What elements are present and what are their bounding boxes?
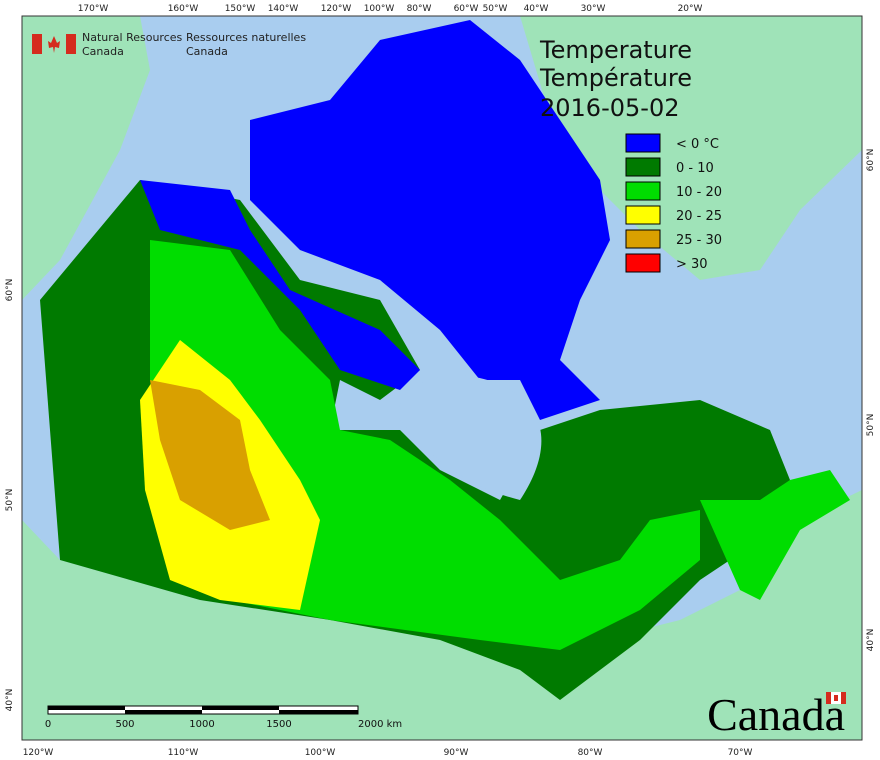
graticule-label: 70°W: [728, 748, 753, 758]
scale-label: 2000 km: [358, 719, 402, 730]
legend-label: 0 - 10: [676, 161, 714, 176]
agency-en: Natural Resources: [82, 31, 183, 44]
scale-bar: [47, 705, 359, 715]
legend-swatch: [625, 253, 661, 273]
flag-bar: [32, 34, 42, 54]
graticule-label: 110°W: [168, 748, 199, 758]
title-fr: Température: [539, 64, 692, 92]
graticule-label: 60°N: [5, 279, 15, 302]
legend-swatch: [625, 181, 661, 201]
maple-leaf: [48, 36, 60, 53]
title-en: Temperature: [539, 36, 692, 64]
graticule-label: 50°W: [483, 4, 508, 14]
agency-fr: Ressources naturelles: [186, 31, 306, 44]
hudson-bay: [399, 375, 542, 500]
graticule-label: 50°N: [866, 414, 876, 437]
greenland: [520, 16, 862, 280]
scale-label: 1000: [189, 719, 214, 730]
graticule-label: 100°W: [305, 748, 336, 758]
graticule-label: 90°W: [444, 748, 469, 758]
agency-fr: Canada: [186, 45, 228, 58]
graticule-label: 100°W: [364, 4, 395, 14]
graticule-label: 40°W: [524, 4, 549, 14]
legend-label: > 30: [676, 257, 708, 272]
legend-label: 20 - 25: [676, 209, 722, 224]
graticule-label: 140°W: [268, 4, 299, 14]
scale-seg: [48, 706, 125, 710]
atlantic-mild: [700, 470, 850, 600]
map-body: [22, 16, 862, 740]
scale-seg: [125, 710, 202, 714]
graticule-label: 150°W: [225, 4, 256, 14]
graticule-label: 80°W: [407, 4, 432, 14]
legend-swatch: [625, 157, 661, 177]
scale-seg: [202, 706, 279, 710]
prairie-hot: [150, 380, 270, 530]
agency-en: Canada: [82, 45, 124, 58]
legend-swatch: [625, 133, 661, 153]
legend-swatch: [625, 205, 661, 225]
map-border: [21, 15, 863, 741]
flag-bar: [826, 692, 831, 704]
flag-bar: [841, 692, 846, 704]
header: Natural Resources Canada Ressources natu…: [32, 31, 306, 58]
wordmark-flag: [826, 692, 846, 704]
legend-swatch: [625, 229, 661, 249]
legend-label: < 0 °C: [676, 137, 719, 152]
graticule-label: 50°N: [5, 489, 15, 512]
graticule-label: 80°W: [578, 748, 603, 758]
graticule-label: 40°N: [866, 629, 876, 652]
usa: [22, 490, 862, 740]
flag-bar: [66, 34, 76, 54]
wordmark: Canada: [707, 689, 845, 740]
graticule-label: 60°W: [454, 4, 479, 14]
alaska: [22, 16, 150, 300]
graticule-label: 120°W: [321, 4, 352, 14]
scale-label: 500: [115, 719, 134, 730]
arctic-cold: [140, 20, 610, 420]
scale-label: 0: [45, 719, 51, 730]
graticule-label: 60°N: [866, 149, 876, 172]
legend-label: 10 - 20: [676, 185, 722, 200]
graticule-label: 170°W: [78, 4, 109, 14]
graticule-label: 40°N: [5, 689, 15, 712]
maple-leaf: [834, 695, 838, 701]
legend-label: 25 - 30: [676, 233, 722, 248]
graticule-label: 160°W: [168, 4, 199, 14]
title-date: 2016-05-02: [540, 94, 679, 122]
graticule-label: 20°W: [678, 4, 703, 14]
graticule-label: 30°W: [581, 4, 606, 14]
graticule-label: 120°W: [23, 748, 54, 758]
scale-label: 1500: [266, 719, 291, 730]
scale-seg: [279, 710, 358, 714]
